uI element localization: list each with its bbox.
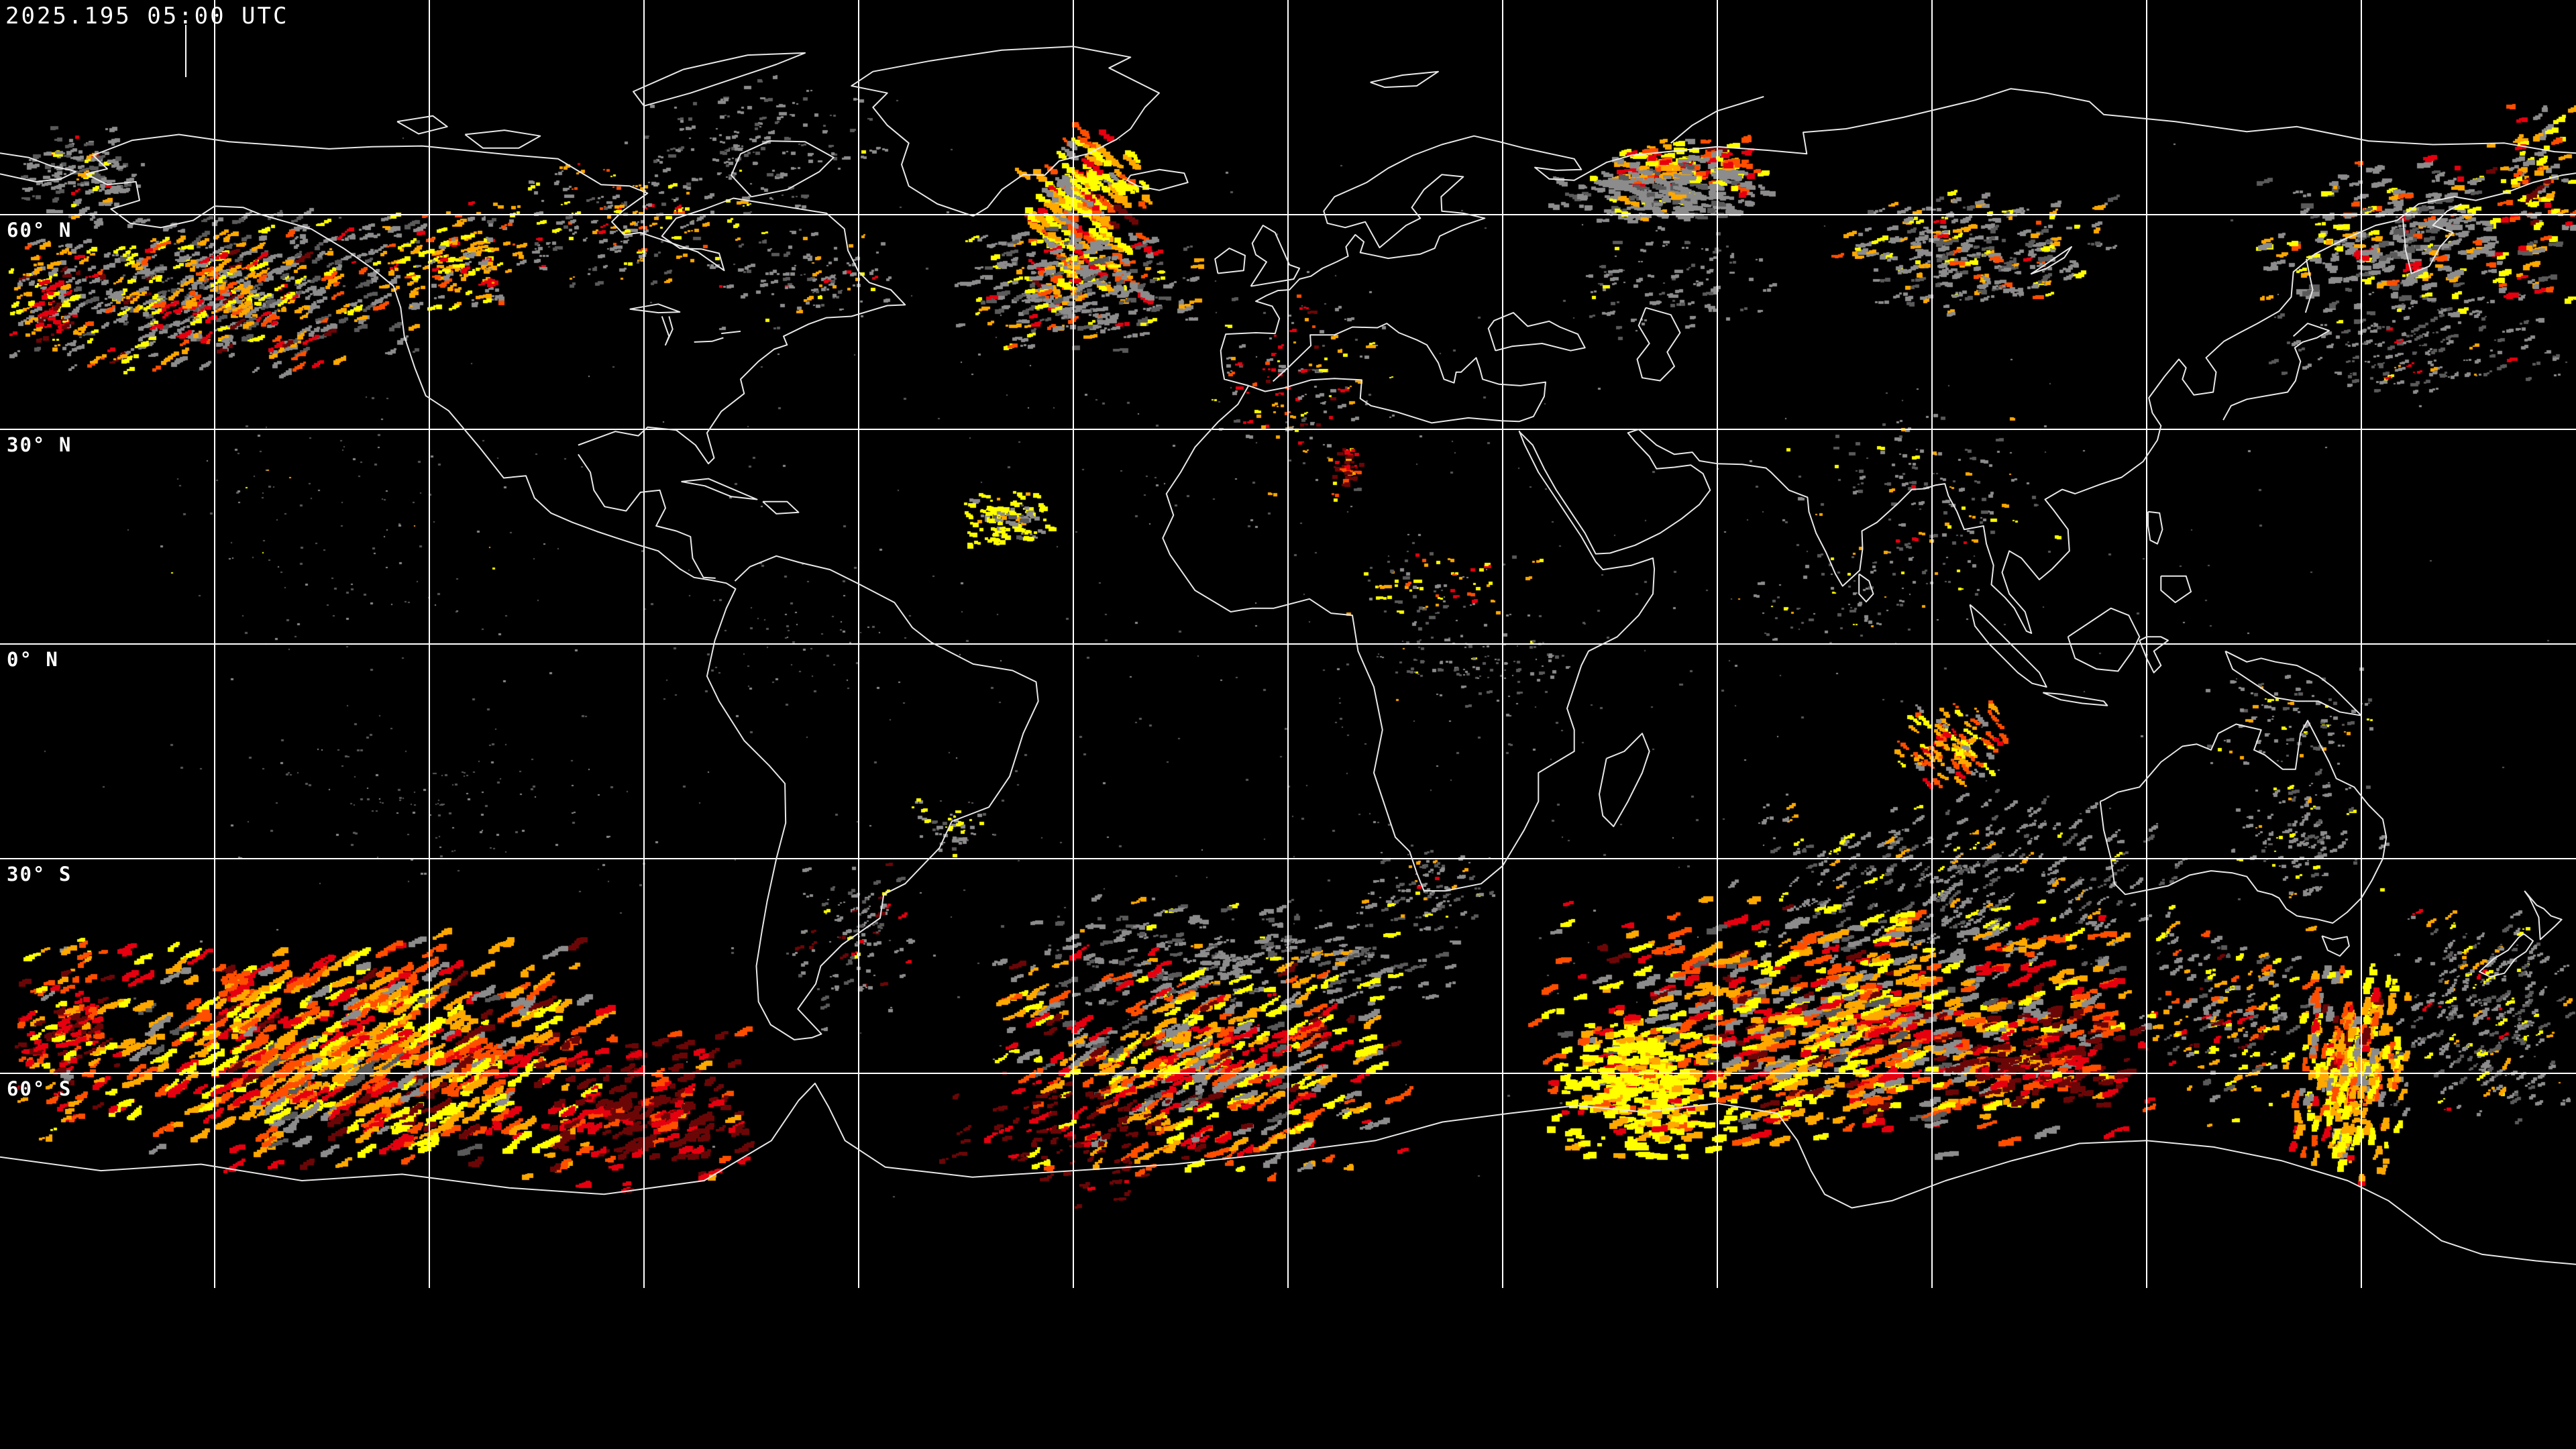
latitude-label-60s: 60° S bbox=[7, 1077, 72, 1100]
coastline bbox=[2067, 607, 2141, 672]
coastline bbox=[2030, 246, 2072, 275]
coastline bbox=[2402, 203, 2462, 274]
coastline bbox=[2304, 258, 2314, 313]
coastline bbox=[464, 129, 541, 149]
coastline bbox=[762, 500, 800, 515]
latitude-label-60n: 60° N bbox=[7, 219, 72, 241]
coastline bbox=[633, 52, 806, 107]
coastline bbox=[2524, 890, 2563, 941]
coastline bbox=[578, 453, 716, 579]
coastline bbox=[694, 337, 724, 343]
coastline bbox=[629, 303, 681, 314]
coastline bbox=[1670, 96, 1764, 144]
coastline bbox=[85, 133, 906, 465]
coastline bbox=[1636, 307, 1681, 382]
coastline bbox=[1370, 70, 1439, 89]
coastline bbox=[2224, 650, 2362, 716]
coastline bbox=[2222, 323, 2330, 421]
legend: SLW Large Drop Index 13.5-1616-1919-2222… bbox=[0, 1288, 2576, 1449]
coastline bbox=[1487, 312, 1586, 352]
coastline bbox=[2099, 720, 2387, 924]
coastline bbox=[851, 46, 1160, 217]
map-overlay bbox=[0, 0, 2576, 1288]
coastline bbox=[1969, 604, 2047, 688]
latitude-label-0n: 0° N bbox=[7, 648, 59, 671]
timestamp: 2025.195 05:00 UTC bbox=[5, 3, 289, 30]
coastline bbox=[1518, 172, 2576, 634]
coastline bbox=[2479, 933, 2534, 977]
coastline bbox=[1220, 88, 2576, 386]
latitude-label-30n: 30° N bbox=[7, 433, 72, 456]
coastline bbox=[85, 173, 1039, 1040]
coastline bbox=[2042, 692, 2108, 706]
coastline bbox=[1248, 323, 1546, 424]
coastline bbox=[0, 1082, 2576, 1265]
coastline bbox=[681, 478, 758, 500]
coastline bbox=[661, 316, 674, 346]
coastline bbox=[0, 152, 77, 182]
coastline bbox=[1162, 385, 1656, 892]
coastline bbox=[1126, 168, 1189, 191]
coastline bbox=[731, 140, 835, 198]
coastline bbox=[2160, 575, 2192, 604]
coastline bbox=[2321, 935, 2350, 957]
coastline bbox=[721, 330, 741, 335]
coastline bbox=[2139, 636, 2169, 674]
coastline bbox=[1250, 225, 1301, 287]
coastline bbox=[396, 115, 448, 135]
coastline bbox=[1599, 733, 1650, 827]
coastline bbox=[1214, 248, 1246, 274]
coastline bbox=[2147, 511, 2163, 545]
coastline bbox=[1858, 573, 1874, 603]
latitude-label-30s: 30° S bbox=[7, 863, 72, 885]
